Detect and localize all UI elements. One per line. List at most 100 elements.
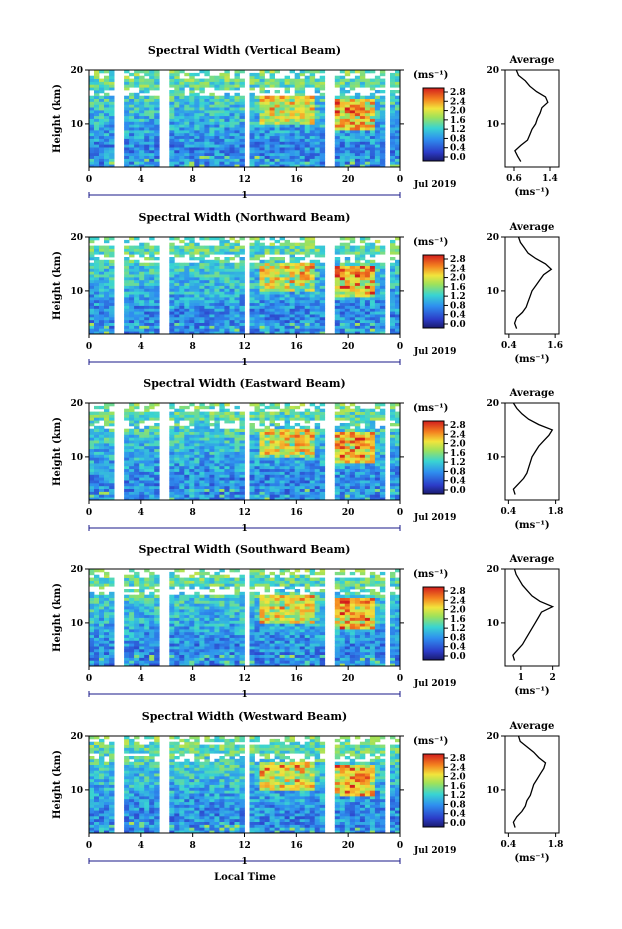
heatmap-cell	[144, 95, 150, 99]
heatmap-cell	[395, 132, 401, 137]
heatmap-cell	[379, 152, 386, 156]
heatmap-cell	[109, 271, 115, 275]
heatmap-cell	[354, 299, 361, 304]
heatmap-cell	[144, 425, 150, 430]
heatmap-cell	[289, 408, 295, 412]
heatmap-cell	[309, 448, 316, 452]
heatmap-cell	[239, 328, 245, 332]
heatmap-cell	[224, 245, 230, 249]
heatmap-cell	[174, 138, 180, 142]
heatmap-cell	[279, 161, 285, 165]
heatmap-cell	[339, 485, 346, 489]
heatmap-cell	[309, 248, 316, 252]
heatmap-cell	[309, 84, 316, 88]
heatmap-cell	[279, 127, 285, 131]
heatmap-cell	[209, 124, 215, 128]
heatmap-cell	[264, 442, 270, 447]
heatmap-cell	[299, 316, 306, 321]
heatmap-cell	[359, 141, 366, 145]
heatmap-cell	[334, 152, 341, 156]
heatmap-cell	[89, 271, 95, 275]
heatmap-cell	[129, 322, 135, 326]
heatmap-cell	[349, 104, 356, 108]
heatmap-cell	[204, 319, 210, 323]
heatmap-cell	[349, 70, 356, 74]
heatmap-cell	[284, 471, 290, 475]
heatmap-cell	[134, 465, 140, 470]
y-tick-label: 10	[70, 120, 83, 130]
heatmap-cell	[239, 442, 245, 447]
heatmap-cell	[179, 465, 185, 470]
heatmap-cell	[209, 129, 215, 134]
heatmap-cell	[94, 299, 100, 304]
average-x-tick-label: 1.6	[547, 341, 563, 351]
heatmap-cell	[154, 87, 160, 91]
heatmap-cell	[309, 403, 316, 407]
heatmap-cell	[279, 302, 285, 306]
heatmap-cell	[184, 138, 190, 142]
heatmap-cell	[369, 152, 376, 156]
heatmap-cell	[319, 471, 326, 475]
heatmap-cell	[154, 147, 160, 151]
heatmap-cell	[274, 112, 280, 117]
heatmap-cell	[249, 81, 255, 85]
heatmap-cell	[254, 95, 260, 99]
heatmap-cell	[174, 482, 180, 487]
heatmap-cell	[390, 118, 396, 122]
heatmap-cell	[379, 112, 386, 117]
heatmap-cell	[249, 121, 255, 125]
heatmap-cell	[219, 268, 225, 272]
heatmap-cell	[359, 460, 366, 464]
heatmap-cell	[299, 308, 306, 312]
heatmap-cell	[274, 454, 280, 458]
heatmap-cell	[109, 109, 115, 114]
heatmap-cell	[314, 491, 321, 495]
heatmap-cell	[395, 325, 401, 329]
heatmap-cell	[229, 237, 235, 241]
heatmap-cell	[199, 460, 205, 464]
heatmap-cell	[334, 431, 341, 435]
heatmap-cell	[209, 132, 215, 137]
heatmap-cell	[144, 474, 150, 478]
heatmap-cell	[129, 302, 135, 306]
heatmap-cell	[94, 294, 100, 298]
heatmap-cell	[194, 305, 200, 309]
heatmap-cell	[134, 70, 140, 74]
heatmap-cell	[299, 485, 306, 489]
heatmap-cell	[179, 325, 185, 329]
heatmap-cell	[294, 124, 301, 128]
heatmap-cell	[269, 115, 275, 119]
heatmap-cell	[149, 457, 155, 461]
x-tick-label: 4	[138, 342, 144, 352]
heatmap-cell	[264, 112, 270, 117]
heatmap-cell	[304, 468, 311, 472]
heatmap-cell	[319, 124, 326, 128]
heatmap-cell	[364, 144, 371, 148]
heatmap-cell	[359, 285, 366, 289]
heatmap-cell	[234, 411, 240, 415]
heatmap-cell	[229, 319, 235, 323]
heatmap-cell	[369, 129, 376, 134]
heatmap-cell	[174, 104, 180, 108]
heatmap-cell	[134, 274, 140, 278]
heatmap-cell	[109, 299, 115, 304]
heatmap-cell	[294, 474, 301, 478]
heatmap-cell	[169, 70, 175, 74]
heatmap-cell	[374, 164, 381, 168]
heatmap-cell	[259, 465, 265, 470]
heatmap-cell	[154, 296, 160, 301]
heatmap-cell	[204, 158, 210, 162]
heatmap-cell	[344, 411, 351, 415]
heatmap-cell	[254, 121, 260, 125]
heatmap-cell	[239, 457, 245, 461]
heatmap-cell	[104, 454, 110, 458]
heatmap-cell	[139, 124, 145, 128]
heatmap-cell	[334, 465, 341, 470]
heatmap-cell	[319, 417, 326, 421]
heatmap-cell	[334, 155, 341, 159]
heatmap-cell	[344, 285, 351, 289]
heatmap-cell	[264, 161, 270, 165]
heatmap-cell	[219, 465, 225, 470]
heatmap-cell	[299, 118, 306, 122]
